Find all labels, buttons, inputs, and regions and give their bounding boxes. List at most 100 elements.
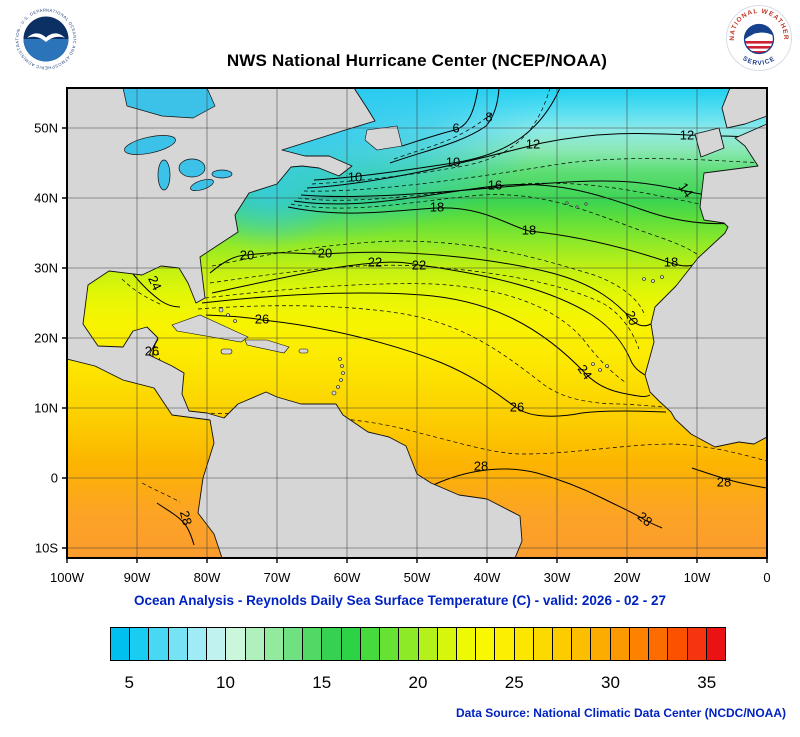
- noaa-gull-icon: [27, 33, 65, 42]
- island-bahamas: [218, 307, 237, 323]
- nws-logo: NATIONAL WEATHER SERVICE: [726, 5, 792, 71]
- contour-label: 24: [575, 362, 596, 382]
- colorbar-segment: [686, 628, 706, 660]
- x-axis-label: 100W: [50, 570, 84, 585]
- island-jamaica: [220, 348, 233, 355]
- contour-label: 20: [240, 248, 254, 263]
- colorbar-tick-label: 20: [408, 673, 428, 692]
- colorbar-tick-label: 25: [504, 673, 524, 692]
- colorbar-segment: [359, 628, 380, 660]
- contour-label: 24: [145, 273, 165, 292]
- contour-label: 20: [318, 246, 332, 261]
- y-axis-label: 30N: [34, 260, 58, 276]
- x-axis-label: 10W: [683, 570, 711, 585]
- island-cuba: [171, 314, 249, 343]
- colorbar-segment: [705, 628, 725, 660]
- contour-labels: 6 8 10 10 12 12 14 16 18 18 18 20 20 20 22 22 24 24 26 26 26…: [145, 110, 731, 530]
- colorbar-segment: [571, 628, 591, 660]
- land-layer: [67, 88, 767, 558]
- contour-label: 6: [452, 121, 459, 136]
- colorbar-segment: [513, 628, 533, 660]
- colorbar-segment: [532, 628, 553, 660]
- colorbar-segment: [475, 628, 495, 660]
- contour-label: 22: [412, 258, 426, 273]
- y-axis-label: 0: [50, 470, 58, 486]
- colorbar-tick-label: 35: [697, 673, 717, 692]
- landmass-british-isles: [721, 88, 767, 129]
- colorbar-segment: [436, 628, 456, 660]
- colorbar-segment: [398, 628, 418, 660]
- axis-ticks-left: [62, 127, 67, 549]
- x-axis-label: 80W: [193, 570, 221, 585]
- colorbar-segment: [455, 628, 476, 660]
- colorbar-segment: [379, 628, 399, 660]
- contour-label: 28: [474, 459, 488, 474]
- contour-label: 8: [485, 110, 492, 125]
- nws-ring-bottom-text: SERVICE: [741, 55, 776, 67]
- contour-label: 20: [622, 309, 641, 328]
- colorbar-segment: [167, 628, 187, 660]
- colorbar-segment: [628, 628, 649, 660]
- island-hispaniola: [244, 339, 290, 354]
- contour-lines-dashed: [121, 88, 767, 503]
- nws-emblem: [744, 24, 774, 54]
- x-axis-label: 50W: [403, 570, 431, 585]
- axis-ticks-bottom: [66, 558, 768, 563]
- contour-label: 22: [368, 255, 382, 270]
- contour-label: 10: [446, 155, 460, 170]
- colorbar-segment: [667, 628, 687, 660]
- y-axis-label: 10S: [34, 540, 58, 556]
- colorbar-segment: [417, 628, 437, 660]
- colorbar-tick-label: 15: [312, 673, 332, 692]
- contour-label: 28: [717, 475, 731, 490]
- colorbar-segment: [302, 628, 322, 660]
- colorbar-segment: [648, 628, 668, 660]
- colorbar-segment: [609, 628, 629, 660]
- contour-label: 18: [430, 200, 444, 215]
- island-cape-verde: [591, 362, 609, 372]
- colorbar-segment: [244, 628, 264, 660]
- colorbar-segment: [340, 628, 360, 660]
- contour-label: 28: [177, 509, 195, 527]
- colorbar-segment: [129, 628, 149, 660]
- y-axis-label: 50N: [34, 120, 58, 136]
- colorbar-segment: [263, 628, 283, 660]
- island-lesser-antilles: [331, 357, 345, 396]
- data-source-note: Data Source: National Climatic Data Cent…: [455, 706, 786, 720]
- x-axis-label: 30W: [543, 570, 571, 585]
- x-axis-label: 60W: [333, 570, 361, 585]
- x-axis-label: 90W: [123, 570, 151, 585]
- contour-label: 18: [664, 255, 678, 270]
- x-axis-label: 70W: [263, 570, 291, 585]
- nws-gull-icon: [751, 33, 767, 39]
- colorbar-segment: [590, 628, 610, 660]
- island-puerto-rico: [298, 348, 309, 354]
- contour-label: 26: [255, 312, 269, 327]
- colorbar-bar: [110, 627, 726, 661]
- colorbar-tick-label: 5: [124, 673, 134, 692]
- contour-label: 12: [680, 128, 694, 143]
- colorbar-segment: [494, 628, 514, 660]
- contour-label: 16: [488, 178, 502, 193]
- colorbar-segment: [552, 628, 572, 660]
- colorbar-segment: [186, 628, 207, 660]
- grid-lines: [67, 88, 767, 558]
- colorbar-tick-label: 30: [601, 673, 620, 692]
- colorbar-segment: [148, 628, 168, 660]
- page-title: NWS National Hurricane Center (NCEP/NOAA…: [226, 51, 608, 70]
- y-axis-label: 10N: [34, 400, 58, 416]
- contour-label: 26: [145, 344, 159, 359]
- contour-label: 10: [348, 170, 362, 185]
- colorbar-segment: [225, 628, 245, 660]
- colorbar-segment: [282, 628, 303, 660]
- colorbar-tick-label: 10: [216, 673, 235, 692]
- contour-label: 18: [522, 223, 536, 238]
- landmass-americas: [67, 88, 523, 558]
- island-azores: [565, 201, 588, 209]
- landmass-europe-africa: [644, 123, 767, 448]
- contour-label: 26: [510, 400, 524, 415]
- y-axis-label: 40N: [34, 190, 58, 206]
- x-axis-label: 40W: [473, 570, 501, 585]
- landmass-ireland: [694, 127, 725, 158]
